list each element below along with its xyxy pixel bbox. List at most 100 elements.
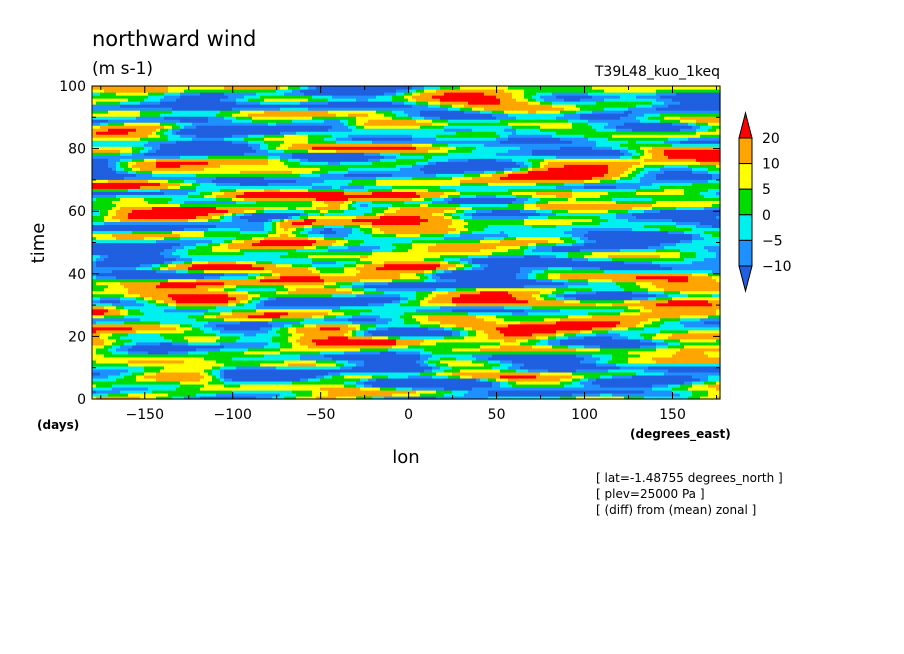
heatmap-cell	[512, 167, 521, 171]
heatmap-cell	[472, 149, 509, 153]
heatmap-cell	[644, 113, 661, 117]
heatmap-cell	[140, 308, 165, 313]
heatmap-cell	[160, 98, 177, 102]
heatmap-cell	[120, 308, 129, 313]
heatmap-cell	[364, 329, 369, 334]
heatmap-cell	[320, 272, 357, 277]
heatmap-cell	[480, 239, 501, 244]
heatmap-cell	[324, 236, 345, 241]
heatmap-cell	[420, 221, 453, 226]
heatmap-cell	[660, 227, 693, 232]
heatmap-cell	[556, 185, 585, 189]
heatmap-cell	[448, 266, 457, 271]
heatmap-cell	[444, 233, 461, 238]
heatmap-cell	[448, 230, 461, 235]
heatmap-cell	[592, 125, 605, 129]
heatmap-cell	[92, 86, 169, 90]
heatmap-cell	[608, 218, 629, 223]
heatmap-cell	[564, 230, 589, 235]
heatmap-cell	[92, 302, 113, 307]
heatmap-cell	[152, 389, 233, 394]
heatmap-cell	[360, 254, 369, 259]
heatmap-cell	[216, 194, 237, 198]
heatmap-cell	[260, 296, 269, 301]
heatmap-cell	[636, 116, 649, 120]
heatmap-cell	[236, 296, 249, 301]
heatmap-cell	[160, 146, 253, 150]
heatmap-cell	[632, 212, 721, 217]
heatmap-cell	[172, 230, 205, 235]
heatmap-cell	[92, 215, 105, 220]
heatmap-cell	[616, 212, 633, 217]
heatmap-cell	[276, 230, 293, 235]
heatmap-cell	[572, 194, 601, 198]
heatmap-cell	[264, 206, 289, 210]
heatmap-cell	[140, 149, 149, 153]
heatmap-cell	[184, 329, 205, 334]
heatmap-cell	[444, 191, 461, 195]
heatmap-cell	[704, 350, 721, 355]
heatmap-cell	[352, 365, 433, 370]
heatmap-cell	[476, 332, 489, 337]
heatmap-cell	[472, 128, 505, 132]
heatmap-cell	[412, 86, 425, 90]
heatmap-cell	[620, 176, 633, 180]
heatmap-cell	[420, 92, 445, 96]
heatmap-cell	[416, 359, 425, 364]
heatmap-cell	[700, 134, 721, 138]
heatmap-cell	[644, 326, 721, 331]
heatmap-cell	[264, 224, 273, 229]
heatmap-cell	[308, 98, 329, 102]
heatmap-cell	[688, 164, 717, 168]
heatmap-cell	[412, 95, 433, 99]
heatmap-cell	[528, 167, 533, 171]
heatmap-cell	[576, 104, 637, 108]
heatmap-cell	[508, 113, 565, 117]
heatmap-cell	[716, 380, 721, 385]
heatmap-cell	[560, 338, 641, 343]
heatmap-cell	[244, 209, 257, 213]
heatmap-cell	[92, 257, 97, 262]
heatmap-cell	[92, 164, 109, 168]
heatmap-cell	[400, 335, 445, 340]
heatmap-cell	[104, 218, 121, 223]
heatmap-cell	[260, 293, 333, 298]
heatmap-cell	[364, 239, 413, 244]
heatmap-cell	[364, 125, 421, 129]
heatmap-cell	[268, 158, 281, 162]
heatmap-cell	[524, 89, 605, 93]
heatmap-cell	[92, 359, 97, 364]
heatmap-cell	[92, 356, 205, 361]
colorbar-label: −5	[762, 233, 783, 249]
heatmap-cell	[284, 284, 325, 289]
heatmap-cell	[536, 278, 553, 283]
heatmap-cell	[152, 131, 157, 135]
heatmap-cell	[288, 218, 305, 223]
heatmap-cell	[476, 314, 497, 319]
heatmap-cell	[620, 143, 673, 147]
heatmap-cell	[644, 395, 689, 400]
heatmap-cell	[632, 152, 641, 156]
heatmap-cell	[196, 245, 213, 250]
heatmap-cell	[472, 260, 625, 265]
heatmap-cell	[248, 98, 265, 102]
heatmap-cell	[152, 173, 197, 177]
heatmap-cell	[584, 239, 597, 244]
heatmap-cell	[576, 395, 625, 400]
heatmap-cell	[92, 287, 105, 292]
heatmap-cell	[468, 332, 477, 337]
heatmap-cell	[300, 377, 309, 382]
heatmap-cell	[460, 257, 473, 262]
heatmap-cell	[224, 371, 329, 376]
heatmap-cell	[428, 149, 449, 153]
heatmap-cell	[624, 110, 633, 114]
heatmap-cell	[260, 299, 265, 304]
heatmap-cell	[464, 104, 553, 108]
heatmap-cell	[176, 98, 221, 102]
heatmap-cell	[272, 395, 285, 400]
heatmap-cell	[320, 212, 325, 217]
heatmap-cell	[344, 350, 381, 355]
heatmap-cell	[584, 344, 601, 349]
heatmap-cell	[324, 179, 353, 183]
heatmap-cell	[428, 317, 485, 322]
